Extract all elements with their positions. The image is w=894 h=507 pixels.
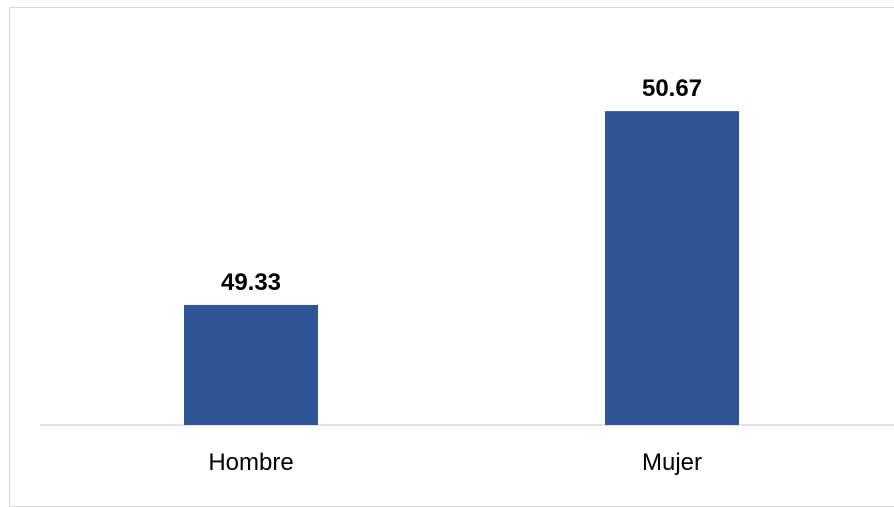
bar-hombre [184, 304, 318, 425]
bars-group [184, 111, 739, 425]
bar-chart: 49.33 Hombre 50.67 Mujer [40, 75, 894, 476]
category-label-mujer: Mujer [642, 449, 702, 476]
chart-frame [9, 7, 894, 507]
category-label-hombre: Hombre [208, 449, 293, 476]
data-label-mujer: 50.67 [642, 75, 702, 102]
labels-group: 49.33 Hombre 50.67 Mujer [208, 75, 702, 476]
data-label-hombre: 49.33 [221, 269, 281, 296]
bar-mujer [605, 111, 739, 425]
